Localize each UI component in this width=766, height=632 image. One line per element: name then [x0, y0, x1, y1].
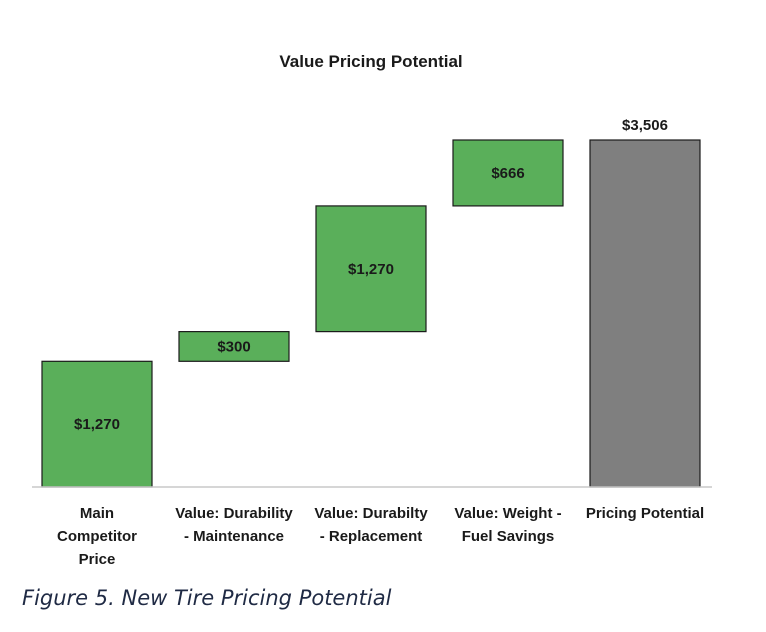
- data-label-2: $300: [217, 338, 250, 355]
- data-label-5: $3,506: [622, 117, 668, 134]
- bar-2: [178, 331, 290, 362]
- data-label-4: $666: [491, 165, 524, 182]
- bar-4: [452, 139, 564, 207]
- bar-1: [41, 360, 153, 488]
- bars-group: $1,270 $300 $1,270 $666 $3,506: [41, 117, 701, 488]
- x-tick-label-2: Value: Durability - Maintenance: [175, 505, 293, 545]
- x-tick-label-3: Value: Durabilty - Replacement: [314, 505, 428, 545]
- x-tick-label-1: Main Competitor Price: [57, 505, 137, 568]
- x-tick-label-5: Pricing Potential: [586, 505, 704, 522]
- waterfall-chart: Value Pricing Potential $1,270$300$1,270…: [32, 52, 712, 568]
- data-label-3: $1,270: [348, 261, 394, 278]
- data-label-1: $1,270: [74, 416, 120, 433]
- bar-5: [589, 139, 701, 488]
- chart-title: Value Pricing Potential: [279, 52, 462, 71]
- x-tick-label-4: Value: Weight -Fuel Savings: [454, 505, 561, 545]
- figure-caption: Figure 5. New Tire Pricing Potential: [22, 586, 392, 610]
- x-axis-labels: Main Competitor Price Value: Durability - Ma…: [57, 505, 704, 568]
- bar-3: [315, 205, 427, 333]
